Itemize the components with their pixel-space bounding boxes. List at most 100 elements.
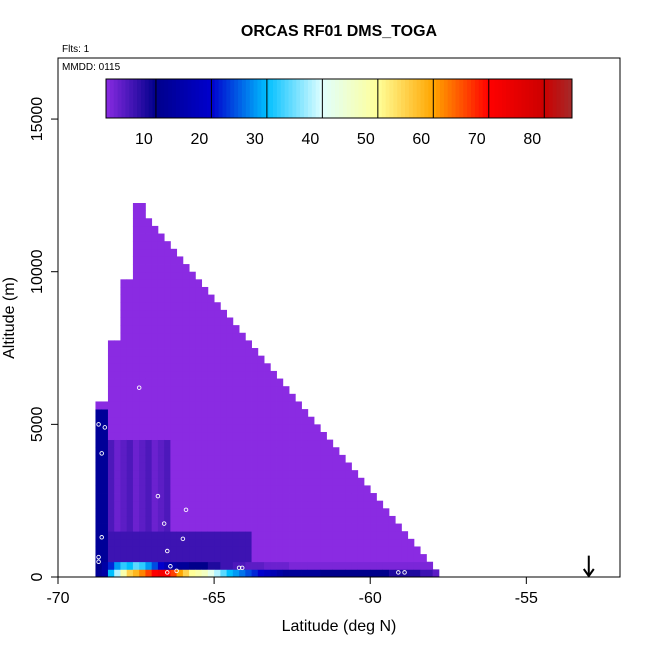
heatmap-cell [95, 531, 103, 540]
heatmap-cell [101, 554, 109, 563]
heatmap-cell [145, 264, 153, 273]
heatmap-cell [226, 554, 234, 563]
heatmap-cell [145, 493, 153, 502]
heatmap-cell [232, 439, 240, 448]
heatmap-cell [95, 546, 103, 555]
heatmap-cell [232, 370, 240, 379]
colorbar-segment [323, 79, 328, 118]
heatmap-cell [239, 363, 246, 372]
heatmap-cell [314, 454, 321, 463]
heatmap-cell [151, 523, 159, 532]
heatmap-cell [195, 538, 203, 547]
heatmap-cell [157, 378, 165, 387]
colorbar-segment [191, 79, 196, 118]
heatmap-cell [214, 363, 221, 372]
heatmap-cell [114, 355, 121, 364]
sample-point [236, 565, 242, 571]
heatmap-cell [189, 462, 196, 471]
heatmap-cell [314, 470, 321, 479]
heatmap-cell [164, 279, 171, 288]
heatmap-cell [382, 569, 390, 578]
heatmap-cell [164, 416, 171, 425]
heatmap-cell [295, 470, 302, 479]
heatmap-cell [407, 554, 415, 563]
heatmap-cell [307, 554, 315, 563]
heatmap-cell [132, 378, 140, 387]
heatmap-cell [326, 470, 334, 479]
heatmap-cell [301, 569, 309, 578]
heatmap-cell [339, 523, 346, 532]
heatmap-cell [251, 386, 259, 395]
heatmap-cell [207, 294, 215, 303]
heatmap-cell [351, 523, 359, 532]
heatmap-cell [164, 515, 171, 524]
heatmap-cell [232, 477, 240, 486]
colorbar-segment [214, 79, 220, 118]
heatmap-cell [270, 531, 277, 540]
colorbar-segment [148, 79, 154, 118]
heatmap-cell [270, 462, 277, 471]
heatmap-cell [220, 561, 227, 570]
date-label: MMDD: 0115 [62, 62, 121, 73]
heatmap-cell [201, 355, 209, 364]
heatmap-cell [139, 378, 146, 387]
heatmap-cell [151, 554, 159, 563]
heatmap-cell [132, 477, 140, 486]
heatmap-cell [232, 515, 240, 524]
arrow-marker [582, 555, 595, 578]
colorbar-segment [129, 79, 134, 118]
heatmap-cell [164, 241, 171, 250]
heatmap-cell [95, 416, 103, 425]
heatmap-cell [326, 462, 334, 471]
heatmap-cell [276, 546, 284, 555]
colorbar-segment [525, 79, 530, 118]
heatmap-cell [176, 256, 184, 265]
heatmap-cell [207, 470, 215, 479]
heatmap-cell [95, 554, 103, 563]
heatmap-cell [176, 431, 184, 441]
sample-point [174, 568, 179, 574]
heatmap-cell [201, 493, 209, 502]
heatmap-cell [189, 561, 196, 570]
heatmap-cell [132, 279, 140, 288]
colorbar-segment [206, 79, 212, 118]
heatmap-cell [195, 493, 203, 502]
heatmap-cell [201, 409, 209, 418]
heatmap-cell [276, 538, 284, 547]
heatmap-cell [201, 401, 209, 410]
heatmap-cell [120, 401, 128, 410]
heatmap-cell [139, 225, 146, 234]
heatmap-cell [289, 470, 296, 479]
heatmap-cell [226, 454, 234, 463]
heatmap-cell [120, 294, 128, 303]
heatmap-cell [295, 523, 302, 532]
heatmap-cell [201, 569, 209, 578]
heatmap-cell [145, 416, 153, 425]
heatmap-cell [132, 531, 140, 540]
heatmap-cell [114, 424, 121, 433]
heatmap-cell [220, 309, 227, 318]
heatmap-cell [132, 462, 140, 471]
heatmap-cell [314, 531, 321, 540]
heatmap-cell [270, 485, 277, 494]
heatmap-cell [232, 332, 240, 341]
heatmap-cell [382, 508, 390, 517]
heatmap-cell [170, 500, 178, 509]
heatmap-cell [363, 538, 371, 547]
heatmap-cell [139, 355, 146, 364]
heatmap-cell [370, 554, 377, 563]
heatmap-cell [295, 508, 302, 517]
heatmap-cell [314, 493, 321, 502]
heatmap-cell [145, 302, 153, 311]
heatmap-cell [114, 416, 121, 425]
heatmap-cell [226, 393, 234, 402]
heatmap-cell [189, 271, 196, 280]
heatmap-cell [151, 454, 159, 463]
heatmap-cell [107, 485, 115, 494]
heatmap-cell [195, 531, 203, 540]
heatmap-cell [101, 470, 109, 479]
heatmap-cell [139, 523, 146, 532]
heatmap-cell [176, 523, 184, 532]
heatmap-cell [189, 317, 196, 326]
heatmap-cell [139, 439, 146, 448]
